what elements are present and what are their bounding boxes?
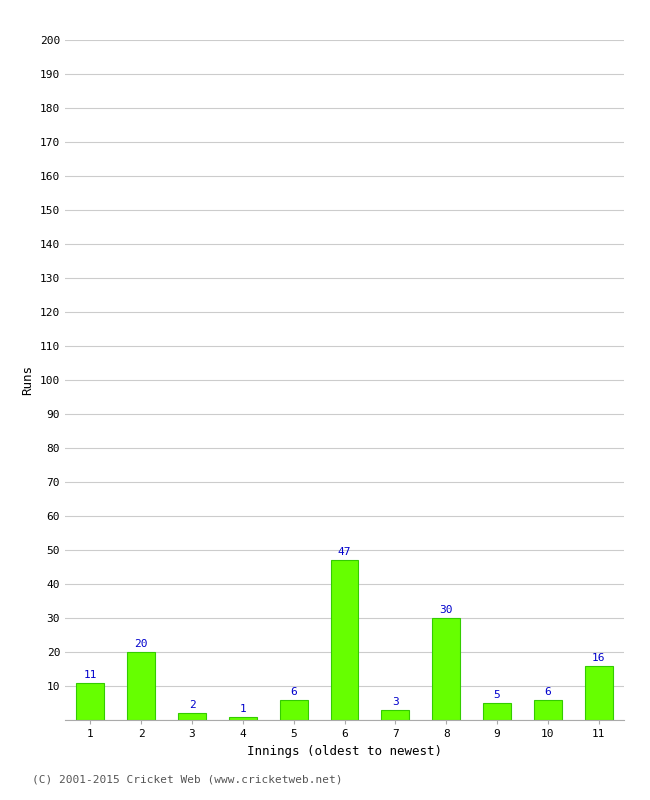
Bar	[280, 699, 307, 720]
Text: 1: 1	[239, 704, 246, 714]
Bar	[382, 710, 410, 720]
Text: 16: 16	[592, 653, 605, 663]
Bar	[483, 703, 511, 720]
Text: 11: 11	[84, 670, 97, 680]
Bar	[584, 666, 612, 720]
Text: 6: 6	[291, 687, 297, 697]
X-axis label: Innings (oldest to newest): Innings (oldest to newest)	[247, 745, 442, 758]
Bar	[432, 618, 460, 720]
Bar	[127, 652, 155, 720]
Bar	[229, 717, 257, 720]
Text: 20: 20	[135, 639, 148, 650]
Text: 5: 5	[493, 690, 501, 700]
Bar	[178, 714, 206, 720]
Text: (C) 2001-2015 Cricket Web (www.cricketweb.net): (C) 2001-2015 Cricket Web (www.cricketwe…	[32, 774, 343, 784]
Y-axis label: Runs: Runs	[21, 365, 34, 395]
Bar	[330, 560, 359, 720]
Text: 2: 2	[188, 701, 196, 710]
Text: 6: 6	[545, 687, 551, 697]
Text: 47: 47	[338, 547, 351, 558]
Bar	[77, 682, 105, 720]
Text: 3: 3	[392, 697, 398, 707]
Text: 30: 30	[439, 606, 453, 615]
Bar	[534, 699, 562, 720]
